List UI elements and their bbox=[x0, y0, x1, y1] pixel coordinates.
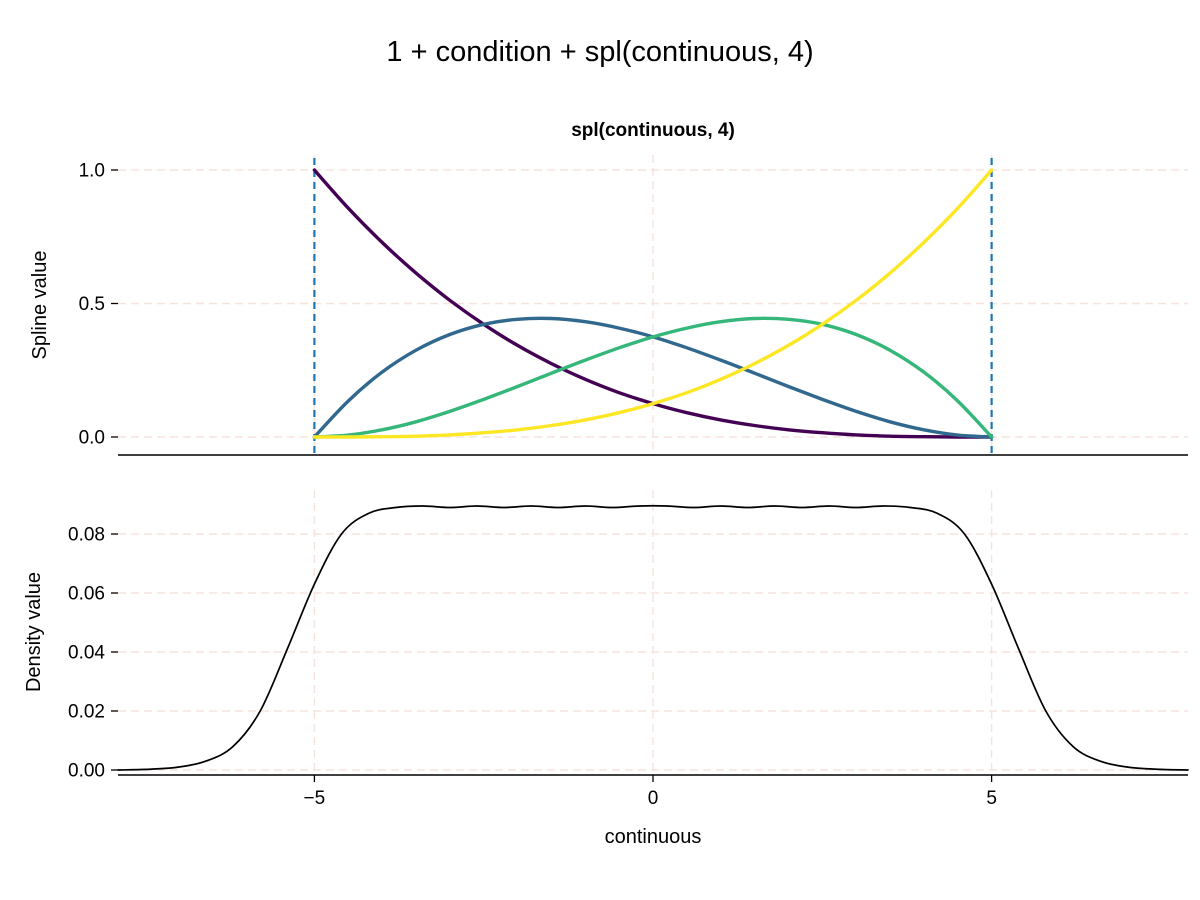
spline-panel-title: spl(continuous, 4) bbox=[571, 120, 735, 141]
x-tick-label: −5 bbox=[304, 788, 326, 809]
figure-title: 1 + condition + spl(continuous, 4) bbox=[386, 36, 814, 68]
y-tick-label: 0.5 bbox=[79, 294, 105, 315]
spline-y-axis-label: Spline value bbox=[29, 250, 51, 360]
spline-basis-3-curve bbox=[312, 316, 994, 439]
y-tick-label: 0.04 bbox=[68, 643, 105, 664]
y-tick-label: 0.02 bbox=[68, 702, 105, 723]
x-tick-label: 5 bbox=[986, 788, 997, 809]
y-tick-label: 0.06 bbox=[68, 584, 105, 605]
y-tick-label: 0.08 bbox=[68, 525, 105, 546]
x-axis-label: continuous bbox=[604, 826, 702, 848]
density-y-axis-label: Density value bbox=[23, 571, 45, 693]
density-curve bbox=[117, 504, 1189, 771]
spline-basis-4-curve bbox=[312, 168, 994, 439]
panel-0: 0.0 0.5 1.0 bbox=[79, 155, 1188, 456]
panel-1: 0.00 0.02 0.04 0.06 0.08 −5 0 5 bbox=[68, 490, 1189, 809]
x-tick-label: 0 bbox=[648, 788, 659, 809]
y-tick-label: 0.00 bbox=[68, 761, 105, 782]
y-tick-label: 1.0 bbox=[79, 161, 105, 182]
y-tick-label: 0.0 bbox=[79, 428, 105, 449]
